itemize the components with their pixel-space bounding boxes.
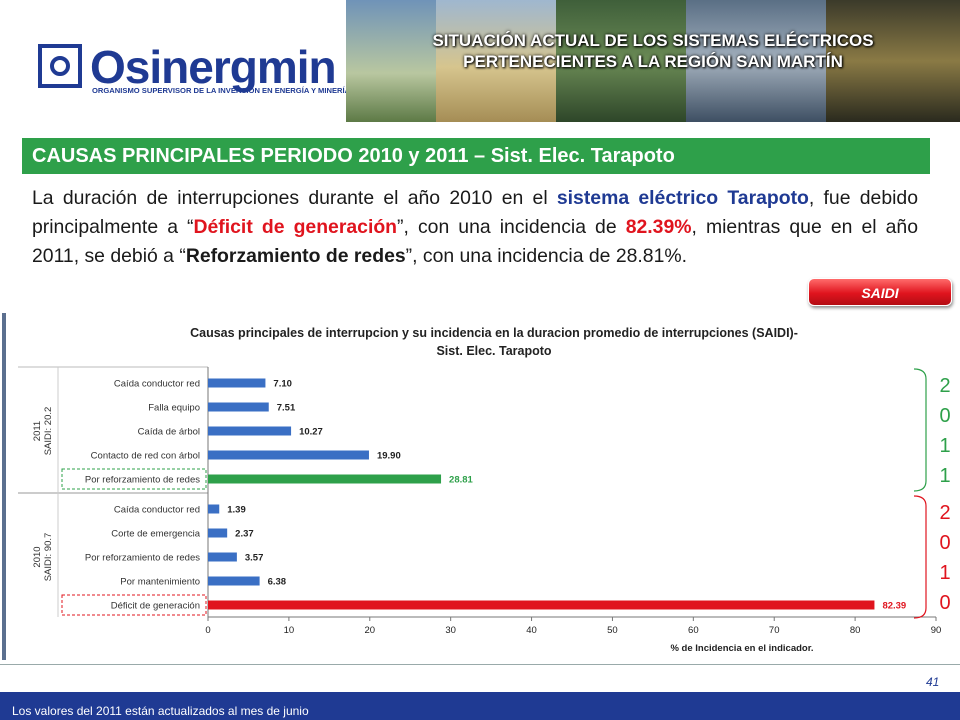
year-2010-digit: 2 [939,502,950,524]
chart-side-bar [2,313,6,660]
section-bar: CAUSAS PRINCIPALES PERIODO 2010 y 2011 –… [22,138,930,174]
category-label: Déficit de generación [111,601,200,612]
para-cause-2010: Déficit de generación [193,216,398,238]
bar [208,474,442,484]
data-label: 28.81 [449,475,473,486]
x-tick-label: 80 [850,625,861,636]
para-text-2: , fue debido principalmente a “ [32,187,918,238]
para-text-4: , mientras que en el año 2011, se debió … [32,216,919,267]
x-tick-label: 70 [769,625,780,636]
x-axis-label: % de Incidencia en el indicador. [670,643,813,654]
category-label: Por reforzamiento de redes [85,475,200,486]
data-label: 3.57 [245,553,263,564]
bar [208,600,875,610]
category-label: Caída conductor red [114,505,200,516]
bar [208,552,237,562]
x-tick-label: 0 [205,625,210,636]
x-tick-label: 50 [607,625,618,636]
footer-note: Los valores del 2011 están actualizados … [12,704,309,718]
x-tick-label: 60 [688,625,699,636]
bar [208,426,292,436]
group-label-saidi: SAIDI: 90.7 [43,533,54,582]
data-label: 2.37 [235,529,254,540]
category-label: Por mantenimiento [120,577,200,588]
group-label-year: 2010 [32,546,43,567]
x-tick-label: 10 [284,625,295,636]
x-tick-label: 40 [526,625,537,636]
category-label: Falla equipo [148,403,200,414]
para-text-3: ”, con una incidencia de [397,216,626,238]
para-cause-2011: Reforzamiento de redes [185,245,406,267]
data-label: 6.38 [268,577,287,588]
header-title-line-1: SITUACIÓN ACTUAL DE LOS SISTEMAS ELÉCTRI… [432,31,874,50]
osinergmin-logo: Osinergmin ORGANISMO SUPERVISOR DE LA IN… [38,40,350,100]
x-tick-label: 20 [364,625,375,636]
highlight-box [61,594,207,616]
group-label-year: 2011 [32,421,43,441]
para-system-name: sistema eléctrico Tarapoto [556,187,809,209]
header: Osinergmin ORGANISMO SUPERVISOR DE LA IN… [0,0,960,122]
category-label: Contacto de red con árbol [91,451,200,462]
group-label-saidi: SAIDI: 20.2 [43,407,54,456]
category-label: Por reforzamiento de redes [85,553,200,564]
summary-paragraph: La duración de interrupciones durante el… [32,184,918,271]
x-tick-label: 90 [931,625,942,636]
data-label: 1.39 [227,505,246,516]
chart-subtitle: Sist. Elec. Tarapoto [436,344,551,358]
highlight-box [61,468,207,490]
header-title-line-2: PERTENECIENTES A LA REGIÓN SAN MARTÍN [463,52,843,71]
footer-divider [0,664,960,665]
bracket-2011 [913,368,927,492]
year-2010-digit: 0 [939,532,950,554]
para-text-5: ”, con una incidencia de 28.81%. [405,245,687,267]
section-title: CAUSAS PRINCIPALES PERIODO 2010 y 2011 –… [32,145,675,167]
para-incidence-2010: 82.39% [625,216,692,238]
x-tick-label: 30 [445,625,456,636]
logo-subtitle: ORGANISMO SUPERVISOR DE LA INVERSIÓN EN … [92,86,351,95]
category-label: Caída de árbol [138,427,200,438]
category-label: Corte de emergencia [111,529,200,540]
header-photo-collage [346,0,960,122]
data-label: 82.39 [882,601,906,612]
year-2010-digit: 1 [939,562,950,584]
year-2011-digit: 1 [939,435,950,457]
bar [208,450,369,460]
data-label: 19.90 [377,451,401,462]
logo-name: Osinergmin [90,41,337,93]
chart-svg: Causas principales de interrupcion y su … [7,313,958,660]
logo-mark-icon [38,44,82,88]
data-label: 7.51 [277,403,296,414]
bar [208,378,266,388]
year-2011-digit: 0 [939,405,950,427]
bracket-2010 [913,495,927,619]
saidi-button[interactable]: SAIDI [808,278,952,306]
year-2011-digit: 2 [939,375,950,397]
data-label: 10.27 [299,427,323,438]
bar [208,402,269,412]
bar [208,504,220,514]
bar [208,528,228,538]
saidi-chart: Causas principales de interrupcion y su … [2,313,958,660]
category-label: Caída conductor red [114,379,200,390]
header-title: SITUACIÓN ACTUAL DE LOS SISTEMAS ELÉCTRI… [368,30,938,72]
year-2010-digit: 0 [939,592,950,614]
data-label: 7.10 [273,379,292,390]
bar [208,576,260,586]
chart-title: Causas principales de interrupcion y su … [190,326,798,340]
page-number: 41 [926,675,940,689]
footer-bar [0,692,960,720]
para-text-1: La duración de interrupciones durante el… [32,187,557,209]
year-2011-digit: 1 [939,465,950,487]
